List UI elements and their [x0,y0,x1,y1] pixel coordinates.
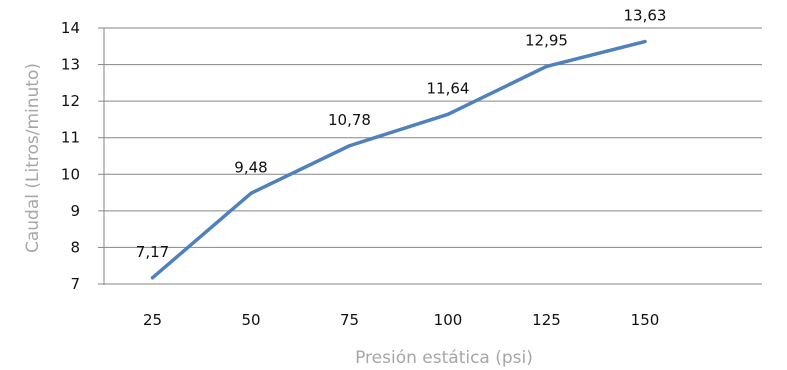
data-label: 12,95 [525,31,568,49]
axes [98,28,762,285]
data-point [643,40,647,44]
data-label: 7,17 [136,243,169,261]
data-point [348,144,351,148]
x-tick-labels: 25 50 75 100 125 150 [143,311,659,329]
y-tick-label: 12 [61,92,80,110]
series-line [150,39,647,280]
data-label: 11,64 [427,79,470,97]
data-labels: 7,17 9,48 10,78 11,64 12,95 13,63 [136,7,667,261]
y-tick-label: 14 [61,19,80,37]
gridlines [104,27,762,248]
data-point [446,112,450,116]
x-tick-label: 50 [241,311,260,329]
y-axis-title: Caudal (Litros/minuto) [23,63,43,253]
y-tick-label: 10 [61,165,80,183]
data-label: 13,63 [624,7,667,25]
y-tick-label: 13 [61,56,80,74]
data-point [151,276,154,280]
y-tick-labels: 7 8 9 10 11 12 13 14 [61,19,104,293]
data-label: 10,78 [328,111,371,129]
x-tick-label: 25 [143,311,162,329]
y-tick-label: 9 [70,202,80,220]
x-tick-label: 75 [340,311,359,329]
y-tick-label: 11 [61,129,80,147]
y-tick-label: 7 [70,275,80,293]
data-point [545,64,548,68]
series-group [150,39,647,280]
data-label: 9,48 [234,158,267,176]
x-tick-label: 150 [631,311,660,329]
x-axis-title: Presión estática (psi) [355,348,533,368]
y-tick-label: 8 [70,238,80,256]
x-tick-label: 100 [434,311,463,329]
data-point [249,191,253,195]
x-tick-label: 125 [532,311,561,329]
